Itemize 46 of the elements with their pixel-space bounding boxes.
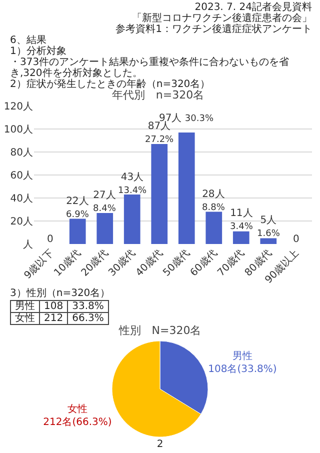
text: 2023. 7. 24記者会見資料 xyxy=(194,2,313,13)
bar xyxy=(232,231,250,244)
text: 2）症状が発生したときの年齢（n=320名） xyxy=(9,79,212,90)
y-tick-label: 人 xyxy=(23,240,33,250)
data-label: 43人 13.4% xyxy=(118,172,148,196)
data-label: 97人 30.3% xyxy=(159,113,214,124)
data-label: 27人 8.4% xyxy=(93,190,116,214)
text: 1）分析対象 xyxy=(9,46,68,57)
y-tick-label: 20人 xyxy=(10,216,33,228)
data-label: 0 xyxy=(293,234,300,245)
text: 「新型コロナワクチン後遺症患者の会」 xyxy=(132,13,313,24)
text: 212 xyxy=(40,312,68,324)
bar xyxy=(178,132,195,244)
bar xyxy=(260,238,277,244)
data-label: 87人 27.2% xyxy=(145,121,174,145)
bar xyxy=(96,212,114,244)
chart-title: 年代別 n=320名 xyxy=(112,88,204,102)
text: 6、結果 xyxy=(9,35,46,46)
text: 参考資料1：ワクチン後遺症症状アンケート xyxy=(114,24,313,35)
y-tick-label: 40人 xyxy=(10,194,33,204)
text: 66.3% xyxy=(68,312,108,324)
bar xyxy=(69,218,86,244)
category-label: 女性 xyxy=(15,313,35,324)
data-label: 108名(33.8%) xyxy=(208,363,277,376)
y-tick-label: 100人 xyxy=(4,124,33,136)
y-tick-label: 80人 xyxy=(10,148,33,158)
text: 108 xyxy=(40,300,68,312)
data-label: 22人 6.9% xyxy=(66,196,90,220)
category-label: 男性 xyxy=(15,301,35,312)
bar xyxy=(151,144,168,244)
y-tick-label: 120人 xyxy=(4,102,33,112)
text: ・373件のアンケート結果から重複や条件に合わないものを省き,320件を分析対象とした。 xyxy=(9,57,290,79)
data-label: 28人 8.8% xyxy=(202,189,226,213)
text: 2 xyxy=(156,439,164,450)
data-label: 11人 3.4% xyxy=(230,208,254,232)
bar xyxy=(206,212,222,244)
slice-label: 女性 xyxy=(67,402,88,415)
slice-label: 男性 xyxy=(232,350,252,362)
text: 33.8% xyxy=(68,300,108,312)
data-label: 0 xyxy=(47,234,54,245)
y-tick-label: 60人 xyxy=(10,170,33,182)
bar xyxy=(124,194,140,244)
chart-title: 性別 N=320名 xyxy=(118,324,202,337)
text: 3）性別（n=320名） xyxy=(9,288,112,299)
data-label: 212名(66.3%) xyxy=(43,416,112,428)
data-label: 5人 1.6% xyxy=(257,215,280,239)
